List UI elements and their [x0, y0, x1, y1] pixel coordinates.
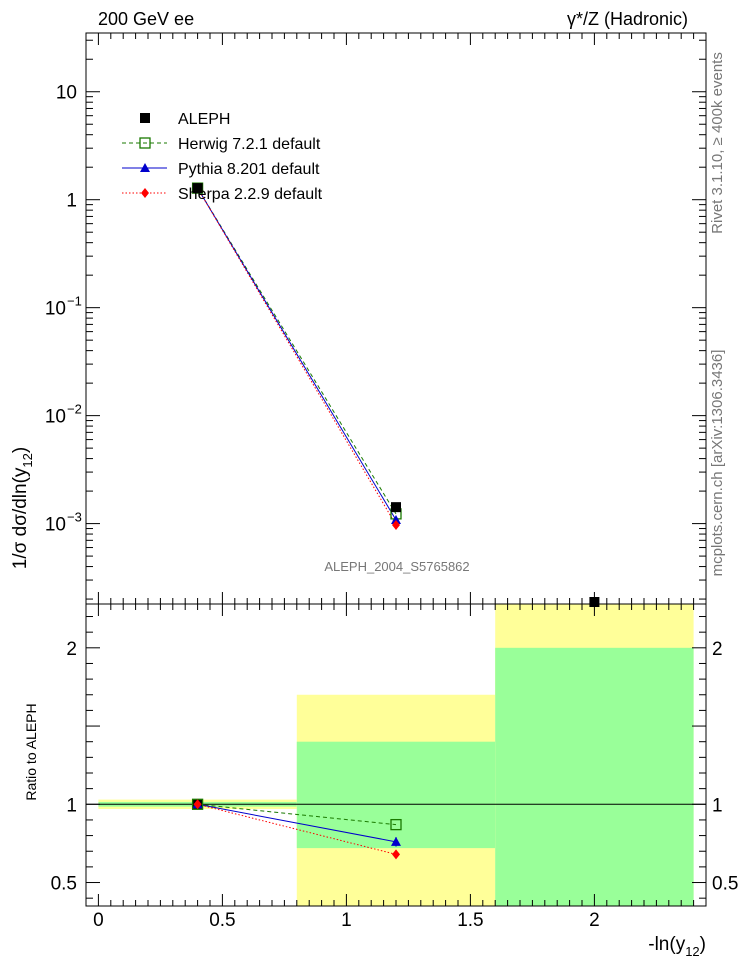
- ratio-y-tick-label-left-2: 2: [66, 639, 77, 660]
- x-tick-label-4: 2: [589, 910, 600, 931]
- legend-label-sherpa: Sherpa 2.2.9 default: [178, 186, 323, 203]
- ratio-line-pythia: [197, 803, 397, 843]
- main-y-tick-exp-3: −2: [67, 402, 82, 417]
- ratio-point-sherpa-1: [392, 849, 400, 860]
- legend-marker-aleph: [140, 113, 150, 123]
- x-tick-label-2: 1: [341, 910, 352, 931]
- legend-label-herwig: Herwig 7.2.1 default: [178, 136, 321, 153]
- band-inner-1: [296, 741, 496, 849]
- band-inner-2: [495, 647, 694, 906]
- analysis-watermark: ALEPH_2004_S5765862: [324, 559, 469, 574]
- legend: ALEPH Herwig 7.2.1 default Pythia 8.201 de…: [122, 111, 323, 203]
- legend-label-pythia: Pythia 8.201 default: [178, 161, 320, 178]
- header-left-label: 200 GeV ee: [98, 9, 194, 29]
- main-y-label-text: 1/σ dσ/dln(y: [10, 467, 31, 569]
- header-right-label: γ*/Z (Hadronic): [567, 9, 688, 29]
- main-y-tick-label-1: 1: [66, 191, 77, 212]
- x-tick-label-0: 0: [93, 910, 104, 931]
- ratio-point-sherpa-0: [193, 799, 202, 810]
- main-line-herwig: [197, 187, 397, 515]
- ratio-uncertainty-bands: [86, 604, 706, 906]
- x-tick-label-1: 0.5: [209, 910, 235, 931]
- ratio-y-axis-label: Ratio to ALEPH: [23, 703, 39, 800]
- main-y-tick-exp-4: −3: [67, 510, 82, 525]
- main-y-label-sub: 12: [20, 453, 35, 467]
- main-y-axis-label: 1/σ dσ/dln(y12): [10, 447, 35, 569]
- main-y-tick-label-0: 10: [56, 83, 77, 104]
- svg-text:1/σ dσ/dln(y12): 1/σ dσ/dln(y12): [10, 447, 35, 569]
- x-label-text: -ln(y: [648, 934, 685, 955]
- ratio-y-tick-label-right-2: 2: [712, 639, 723, 660]
- main-line-pythia: [197, 187, 397, 521]
- main-point-pythia-1: [391, 514, 401, 524]
- legend-marker-herwig: [139, 137, 151, 149]
- ratio-y-tick-label-left-0: 0.5: [51, 874, 77, 895]
- main-y-label-close: ): [10, 447, 31, 453]
- x-label-close: ): [700, 934, 706, 955]
- main-y-tick-label-3: 10: [45, 407, 66, 428]
- legend-marker-pythia: [140, 163, 150, 172]
- x-tick-label-3: 1.5: [457, 910, 483, 931]
- main-point-sherpa-1: [392, 520, 400, 531]
- main-y-tick-label-2: 10: [45, 299, 66, 320]
- mcplots-label: mcplots.cern.ch [arXiv:1306.3436]: [709, 350, 726, 577]
- x-label-sub: 12: [685, 944, 699, 959]
- ratio-point-pythia-1: [391, 836, 401, 846]
- main-y-tick-exp-2: −1: [67, 294, 82, 309]
- main-line-sherpa: [197, 187, 397, 526]
- main-point-aleph-0: [192, 183, 203, 194]
- main-y-tick-label-4: 10: [45, 515, 66, 536]
- x-axis-label: -ln(y12): [648, 934, 706, 959]
- main-point-aleph-1: [391, 502, 401, 513]
- ratio-y-tick-label-right-0: 0.5: [712, 874, 738, 895]
- ratio-point-herwig-1: [390, 818, 402, 831]
- ratio-plot-area: [191, 798, 402, 860]
- main-plot-area: [191, 182, 600, 607]
- legend-marker-sherpa: [141, 188, 149, 198]
- rivet-version-label: Rivet 3.1.10, ≥ 400k events: [709, 52, 726, 234]
- ratio-y-tick-label-right-1: 1: [712, 795, 723, 816]
- ratio-line-sherpa: [197, 803, 397, 855]
- legend-label-aleph: ALEPH: [178, 111, 230, 128]
- ratio-line-herwig: [197, 803, 397, 826]
- ratio-y-tick-label-left-1: 1: [66, 795, 77, 816]
